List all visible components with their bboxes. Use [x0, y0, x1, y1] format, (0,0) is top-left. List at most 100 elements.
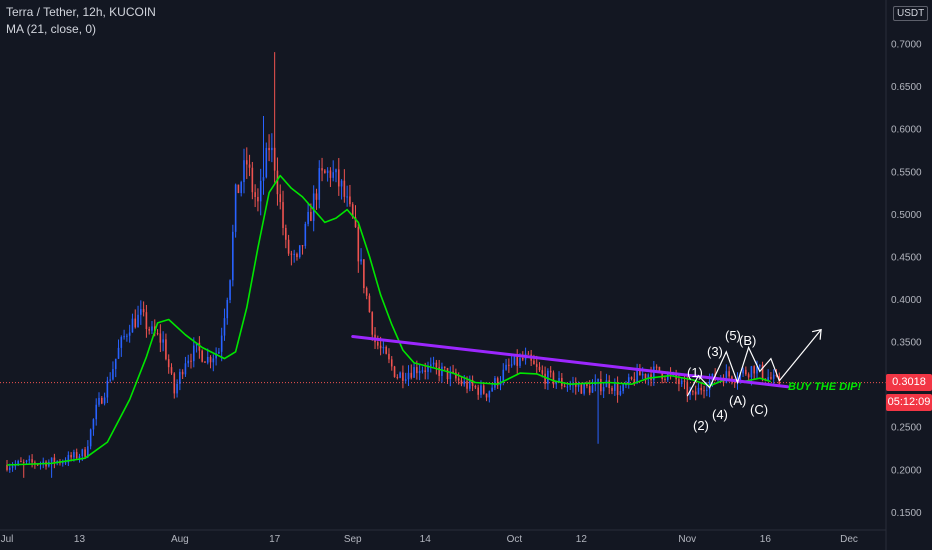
- candle-body: [170, 367, 173, 374]
- candle-body: [625, 384, 627, 386]
- candle-body: [683, 380, 686, 382]
- candle-body: [580, 384, 583, 394]
- candle-body: [181, 371, 184, 375]
- candle-body: [173, 373, 176, 394]
- price-tick-label: 0.5500: [891, 167, 922, 178]
- candle-body: [697, 387, 700, 395]
- candle-body: [279, 194, 282, 203]
- candle-body: [569, 385, 571, 387]
- candle-body: [223, 318, 226, 336]
- candle-body: [67, 454, 70, 463]
- candle-body: [53, 457, 56, 463]
- candle-body: [438, 367, 440, 376]
- candle-body: [285, 227, 287, 240]
- candle-body: [558, 377, 560, 382]
- candle-body: [614, 383, 616, 391]
- trendline[interactable]: [351, 334, 790, 389]
- time-tick-label: 12: [576, 534, 588, 545]
- price-axis-background: [886, 0, 932, 550]
- candle-body: [365, 288, 368, 296]
- candle-body: [588, 386, 591, 393]
- time-axis[interactable]: Jul 13 Aug 17 Sep 14 Oct 12 Nov 16 Dec: [0, 529, 886, 545]
- candle-body: [17, 461, 19, 464]
- candle-body: [128, 332, 131, 336]
- candle-body: [653, 366, 655, 381]
- candle-body: [583, 383, 585, 394]
- candle-body: [140, 309, 142, 315]
- time-tick-label: Jul: [1, 534, 14, 545]
- wave-label: (C): [750, 402, 768, 417]
- candle-body: [639, 368, 641, 376]
- bar-countdown-badge: 05:12:09: [886, 394, 932, 411]
- candle-body: [393, 366, 396, 378]
- symbol-title[interactable]: Terra / Tether, 12h, KUCOIN: [6, 5, 156, 19]
- candle-body: [64, 462, 67, 464]
- candle-body: [89, 429, 92, 447]
- candle-body: [402, 372, 404, 381]
- candle-body: [658, 366, 661, 372]
- candle-body: [112, 369, 114, 380]
- candle-body: [474, 385, 477, 388]
- candle-body: [390, 359, 393, 367]
- candle-body: [78, 456, 81, 459]
- candle-body: [519, 357, 521, 366]
- candle-body: [209, 356, 212, 363]
- candle-body: [259, 180, 262, 202]
- candle-body: [541, 370, 544, 374]
- candle-body: [627, 377, 630, 385]
- candle-body: [103, 397, 106, 404]
- candle-body: [131, 318, 134, 333]
- candle-body: [452, 371, 454, 373]
- candle-body: [552, 372, 555, 385]
- candle-body: [148, 329, 150, 331]
- candle-body: [728, 371, 730, 377]
- price-axis[interactable]: 0.15000.20000.25000.30000.35000.40000.45…: [885, 0, 932, 550]
- candle-body: [566, 386, 569, 388]
- candle-body: [577, 384, 580, 387]
- candle-body: [360, 259, 362, 262]
- candle-body: [312, 193, 315, 221]
- price-tick-label: 0.1500: [891, 508, 922, 519]
- candle-body: [318, 168, 321, 200]
- candle-body: [120, 337, 123, 348]
- candle-body: [226, 299, 229, 319]
- candle-body: [204, 361, 206, 363]
- candle-body: [8, 467, 11, 470]
- candle-body: [220, 335, 223, 352]
- wave-label: (2): [693, 418, 709, 433]
- candle-body: [282, 202, 284, 228]
- candle-body: [544, 373, 546, 384]
- buy-arrow-shaft: [778, 329, 822, 382]
- candle-body: [123, 336, 125, 338]
- candle-body: [410, 372, 413, 378]
- candle-body: [234, 184, 237, 232]
- candle-body: [357, 227, 360, 262]
- candle-body: [441, 366, 443, 376]
- price-tick-label: 0.6000: [891, 125, 922, 136]
- candle-body: [237, 184, 240, 194]
- time-tick-label: 13: [74, 534, 86, 545]
- candle-body: [516, 356, 519, 366]
- candle-body: [692, 391, 694, 393]
- candle-body: [6, 465, 8, 470]
- candle-body: [343, 180, 346, 197]
- candle-body: [251, 167, 254, 193]
- candle-body: [413, 367, 415, 378]
- candle-body: [508, 364, 510, 366]
- candle-body: [742, 369, 744, 374]
- candle-body: [287, 239, 290, 254]
- price-tick-label: 0.6500: [891, 82, 922, 93]
- candle-body: [162, 339, 164, 343]
- candle-body: [134, 318, 137, 328]
- current-price-badge: 0.3018: [886, 374, 932, 391]
- currency-label[interactable]: USDT: [893, 6, 929, 21]
- candle-body: [491, 387, 493, 392]
- indicator-legend[interactable]: MA (21, close, 0): [6, 22, 97, 36]
- candle-body: [535, 364, 538, 367]
- candle-body: [678, 379, 680, 385]
- price-tick-label: 0.3500: [891, 338, 922, 349]
- candle-body: [218, 351, 220, 354]
- candle-body: [349, 196, 351, 205]
- price-tick-label: 0.4500: [891, 252, 922, 263]
